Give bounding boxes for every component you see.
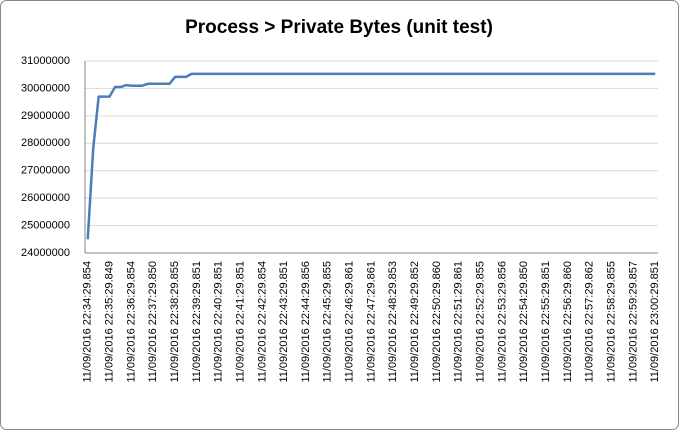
x-tick-label: 11/09/2016 22:51:29.861 — [453, 261, 465, 383]
x-tick-label: 11/09/2016 22:53:29.856 — [496, 261, 508, 383]
x-tick-label: 11/09/2016 22:44:29.856 — [300, 261, 312, 383]
x-tick-label: 11/09/2016 22:34:29.854 — [82, 261, 94, 383]
chart-title: Process > Private Bytes (unit test) — [185, 17, 493, 38]
y-tick-label: 25000000 — [21, 219, 70, 231]
x-tick-label: 11/09/2016 22:46:29.861 — [344, 261, 356, 383]
x-tick-label: 11/09/2016 22:39:29.851 — [191, 261, 203, 383]
x-tick-label: 11/09/2016 22:58:29.855 — [606, 261, 618, 383]
x-tick-label: 11/09/2016 22:54:29.850 — [518, 261, 530, 383]
data-line — [86, 72, 656, 240]
x-tick-label: 11/09/2016 22:35:29.849 — [103, 261, 115, 383]
x-tick-label: 11/09/2016 22:56:29.860 — [562, 261, 574, 383]
x-tick-label: 11/09/2016 22:38:29.855 — [169, 261, 181, 383]
y-tick-label: 26000000 — [21, 192, 70, 204]
y-tick-label: 31000000 — [21, 55, 70, 67]
x-tick-label: 11/09/2016 22:41:29.851 — [234, 261, 246, 383]
x-tick-label: 11/09/2016 22:43:29.851 — [278, 261, 290, 383]
x-tick-label: 11/09/2016 22:57:29.862 — [584, 261, 596, 383]
x-tick-label: 11/09/2016 22:37:29.850 — [147, 261, 159, 383]
x-tick-label: 11/09/2016 22:55:29.851 — [540, 261, 552, 383]
x-tick-label: 11/09/2016 22:47:29.861 — [365, 261, 377, 383]
x-tick-label: 11/09/2016 22:48:29.853 — [387, 261, 399, 383]
x-tick-label: 11/09/2016 22:52:29.855 — [475, 261, 487, 383]
y-tick-label: 28000000 — [21, 137, 70, 149]
x-tick-label: 11/09/2016 22:49:29.852 — [409, 261, 421, 383]
x-tick-label: 11/09/2016 22:59:29.857 — [627, 261, 639, 383]
x-tick-label: 11/09/2016 22:40:29.851 — [213, 261, 225, 383]
x-tick-label: 11/09/2016 22:42:29.854 — [256, 261, 268, 383]
x-tick-label: 11/09/2016 22:50:29.860 — [431, 261, 443, 383]
y-tick-label: 24000000 — [21, 247, 70, 259]
x-tick-label: 11/09/2016 22:45:29.855 — [322, 261, 334, 383]
x-tick-label: 11/09/2016 23:00:29.851 — [649, 261, 661, 383]
y-tick-label: 29000000 — [21, 110, 70, 122]
y-tick-label: 30000000 — [21, 82, 70, 94]
x-tick-label: 11/09/2016 22:36:29.854 — [125, 261, 137, 383]
y-tick-label: 27000000 — [21, 165, 70, 177]
